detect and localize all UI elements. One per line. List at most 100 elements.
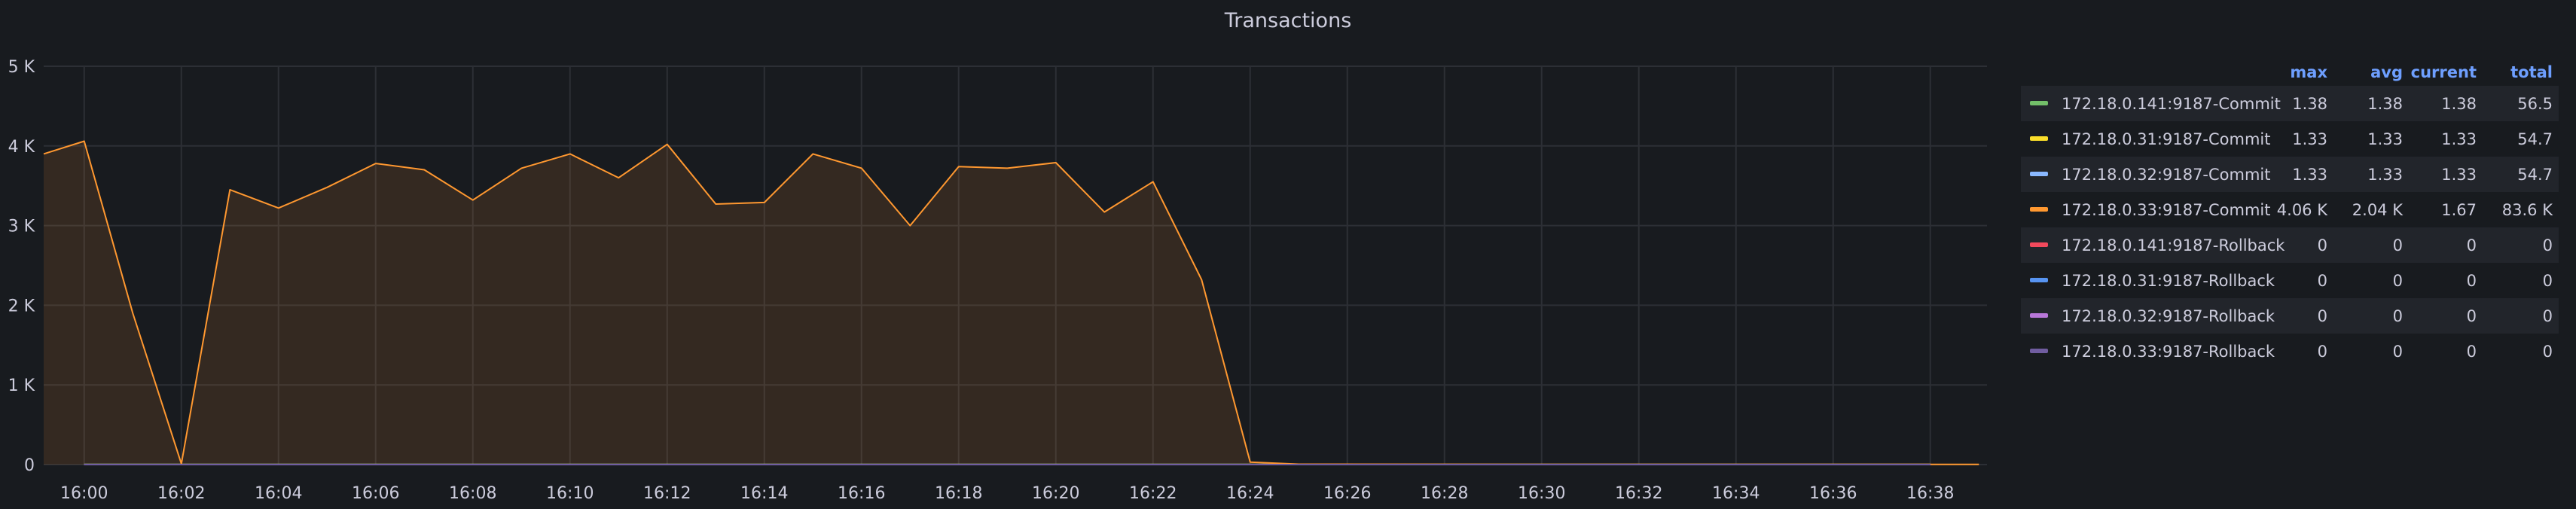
legend-value-avg: 0 <box>2392 236 2403 254</box>
legend-value-total: 56.5 <box>2517 94 2553 113</box>
legend-value-current: 1.33 <box>2441 130 2477 148</box>
x-tick-label: 16:30 <box>1518 484 1565 503</box>
legend-value-max: 1.33 <box>2292 130 2327 148</box>
y-tick-label: 2 K <box>8 297 35 315</box>
x-tick-label: 16:22 <box>1129 484 1177 503</box>
y-tick-label: 4 K <box>8 138 35 157</box>
y-tick-label: 0 <box>24 456 35 475</box>
legend: max avg current total 172.18.0.141:9187-… <box>2021 59 2559 369</box>
x-axis: 16:00 16:02 16:04 16:06 16:08 16:10 16:12 16:14… <box>60 484 1954 503</box>
legend-swatch <box>2030 171 2048 176</box>
x-tick-label: 16:38 <box>1906 484 1954 503</box>
legend-swatch <box>2030 100 2048 105</box>
legend-value-total: 83.6 K <box>2501 200 2553 219</box>
legend-series-name[interactable]: 172.18.0.33:9187-Rollback <box>2021 334 2275 369</box>
legend-swatch <box>2030 206 2048 212</box>
legend-swatch <box>2030 348 2048 353</box>
y-tick-label: 5 K <box>8 58 35 77</box>
legend-label: 172.18.0.33:9187-Commit <box>2062 200 2271 219</box>
x-tick-label: 16:08 <box>449 484 496 503</box>
legend-value-total: 0 <box>2542 236 2553 254</box>
legend-value-avg: 1.38 <box>2367 94 2403 113</box>
legend-label: 172.18.0.31:9187-Rollback <box>2062 271 2275 290</box>
x-tick-label: 16:10 <box>546 484 594 503</box>
legend-value-total: 0 <box>2542 342 2553 361</box>
legend-series-name[interactable]: 172.18.0.141:9187-Commit <box>2021 86 2281 121</box>
x-tick-label: 16:20 <box>1032 484 1079 503</box>
x-tick-label: 16:14 <box>740 484 788 503</box>
legend-row[interactable]: 172.18.0.31:9187-Commit 1.33 1.33 1.33 54.7 <box>2021 121 2559 157</box>
panel-title: Transactions <box>1224 9 1352 32</box>
legend-swatch <box>2030 242 2048 247</box>
series-line-4 <box>43 140 1979 465</box>
transactions-chart: 01 K2 K3 K4 K5 K 16:00 16:02 16:04 16:06 16:… <box>8 58 1987 503</box>
legend-value-total: 0 <box>2542 306 2553 325</box>
x-tick-label: 16:26 <box>1323 484 1371 503</box>
legend-header-avg[interactable]: avg <box>2370 63 2403 81</box>
legend-value-avg: 0 <box>2392 342 2403 361</box>
legend-value-avg: 0 <box>2392 271 2403 290</box>
legend-series-name[interactable]: 172.18.0.32:9187-Commit <box>2021 157 2271 192</box>
legend-row[interactable]: 172.18.0.141:9187-Rollback 0 0 0 0 <box>2021 227 2559 263</box>
x-tick-label: 16:24 <box>1226 484 1274 503</box>
x-tick-label: 16:28 <box>1421 484 1468 503</box>
legend-value-max: 0 <box>2317 236 2327 254</box>
legend-value-current: 1.33 <box>2441 165 2477 184</box>
legend-series-name[interactable]: 172.18.0.31:9187-Commit <box>2021 121 2271 157</box>
legend-value-max: 0 <box>2317 306 2327 325</box>
legend-row[interactable]: 172.18.0.32:9187-Commit 1.33 1.33 1.33 54.7 <box>2021 157 2559 192</box>
legend-value-current: 0 <box>2466 342 2477 361</box>
y-tick-label: 1 K <box>8 376 35 395</box>
legend-row[interactable]: 172.18.0.31:9187-Rollback 0 0 0 0 <box>2021 263 2559 298</box>
legend-value-avg: 1.33 <box>2367 130 2403 148</box>
legend-value-avg: 2.04 K <box>2352 200 2403 219</box>
legend-swatch <box>2030 312 2048 318</box>
legend-row[interactable]: 172.18.0.141:9187-Commit 1.38 1.38 1.38 56.5 <box>2021 86 2559 121</box>
x-tick-label: 16:16 <box>838 484 885 503</box>
x-tick-label: 16:36 <box>1809 484 1857 503</box>
x-tick-label: 16:00 <box>60 484 108 503</box>
legend-value-max: 4.06 K <box>2276 200 2327 219</box>
legend-header-max[interactable]: max <box>2290 63 2327 81</box>
legend-value-current: 0 <box>2466 306 2477 325</box>
legend-label: 172.18.0.33:9187-Rollback <box>2062 342 2275 361</box>
legend-value-max: 1.38 <box>2292 94 2327 113</box>
legend-series-name[interactable]: 172.18.0.141:9187-Rollback <box>2021 227 2285 263</box>
legend-label: 172.18.0.32:9187-Rollback <box>2062 306 2275 325</box>
legend-swatch <box>2030 277 2048 282</box>
legend-header: max avg current total <box>2021 59 2559 86</box>
y-tick-label: 3 K <box>8 218 35 236</box>
series-areas <box>44 141 1979 465</box>
legend-value-max: 0 <box>2317 342 2327 361</box>
legend-value-avg: 0 <box>2392 306 2403 325</box>
legend-label: 172.18.0.31:9187-Commit <box>2062 130 2271 148</box>
legend-value-max: 1.33 <box>2292 165 2327 184</box>
series-lines <box>43 140 1979 465</box>
legend-value-total: 54.7 <box>2517 165 2553 184</box>
legend-header-total[interactable]: total <box>2510 63 2553 81</box>
legend-series-name[interactable]: 172.18.0.32:9187-Rollback <box>2021 298 2275 334</box>
legend-value-avg: 1.33 <box>2367 165 2403 184</box>
x-tick-label: 16:18 <box>935 484 982 503</box>
legend-row[interactable]: 172.18.0.32:9187-Rollback 0 0 0 0 <box>2021 298 2559 334</box>
chart-grid <box>44 66 1987 465</box>
x-tick-label: 16:34 <box>1712 484 1760 503</box>
x-tick-label: 16:04 <box>255 484 302 503</box>
x-tick-label: 16:12 <box>643 484 691 503</box>
legend-value-current: 1.38 <box>2441 94 2477 113</box>
legend-series-name[interactable]: 172.18.0.33:9187-Commit <box>2021 192 2271 227</box>
x-tick-label: 16:32 <box>1615 484 1662 503</box>
legend-label: 172.18.0.32:9187-Commit <box>2062 165 2271 184</box>
y-axis: 0 1 K 2 K 3 K 4 K 5 K <box>8 58 35 475</box>
legend-value-total: 0 <box>2542 271 2553 290</box>
legend-value-current: 0 <box>2466 271 2477 290</box>
legend-header-current[interactable]: current <box>2410 63 2477 81</box>
legend-row[interactable]: 172.18.0.33:9187-Commit 4.06 K 2.04 K 1.67 8… <box>2021 192 2559 227</box>
x-tick-label: 16:06 <box>352 484 399 503</box>
legend-row[interactable]: 172.18.0.33:9187-Rollback 0 0 0 0 <box>2021 334 2559 369</box>
legend-value-total: 54.7 <box>2517 130 2553 148</box>
legend-header-name <box>2021 59 2262 86</box>
legend-label: 172.18.0.141:9187-Commit <box>2062 94 2281 113</box>
legend-series-name[interactable]: 172.18.0.31:9187-Rollback <box>2021 263 2275 298</box>
x-tick-label: 16:02 <box>157 484 205 503</box>
